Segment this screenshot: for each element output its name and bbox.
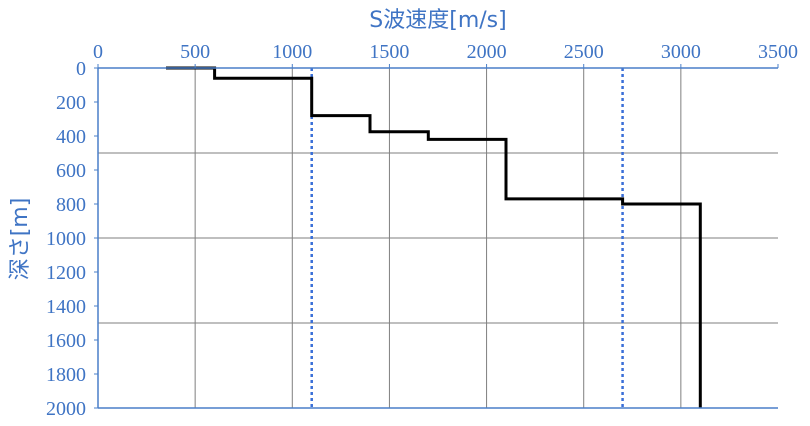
y-tick-label: 800 [56, 194, 86, 216]
y-tick-label: 1000 [46, 228, 86, 250]
y-tick-label: 1200 [46, 262, 86, 284]
x-tick-label: 3500 [758, 41, 798, 63]
x-tick-label: 3000 [661, 41, 701, 63]
x-tick-label: 2000 [467, 41, 507, 63]
x-tick-label: 500 [180, 41, 210, 63]
y-tick-label: 1400 [46, 296, 86, 318]
y-tick-label: 0 [76, 58, 86, 80]
y-tick-label: 2000 [46, 398, 86, 420]
reference-lines [310, 68, 624, 408]
x-axis-title: S波速度[m/s] [369, 8, 506, 33]
x-tick-label: 1000 [272, 41, 312, 63]
y-tick-label: 1800 [46, 364, 86, 386]
y-axis-title: 深さ[m] [8, 198, 33, 281]
y-tick-label: 400 [56, 126, 86, 148]
series-layer [166, 66, 702, 408]
x-tick-label: 2500 [564, 41, 604, 63]
x-tick-label: 0 [93, 41, 103, 63]
y-tick-label: 1600 [46, 330, 86, 352]
y-tick-label: 200 [56, 92, 86, 114]
gridlines [98, 68, 778, 408]
x-tick-label: 1500 [369, 41, 409, 63]
velocity-profile-line [166, 66, 702, 408]
tick-labels: 0 500 1000 1500 2000 2500 3000 3500 0 200 400 600 80… [46, 41, 798, 420]
y-tick-label: 600 [56, 160, 86, 182]
axes [94, 64, 779, 409]
